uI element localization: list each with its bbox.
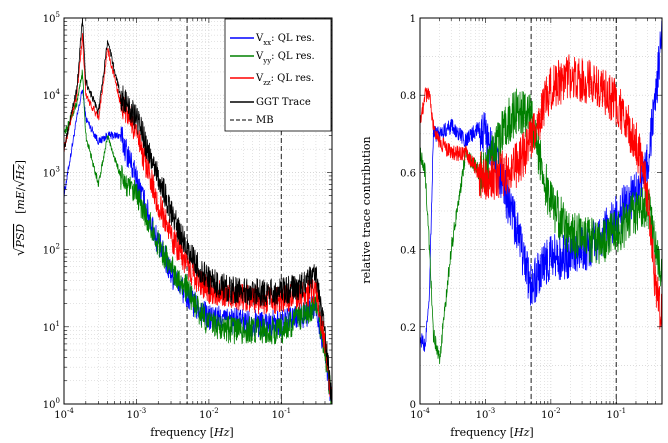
x-tick-base: 10 (199, 410, 212, 421)
y-tick-base: 10 (43, 14, 56, 25)
legend-box (224, 18, 332, 132)
y-tick-exp: 3 (56, 165, 60, 173)
series-line-0 (419, 20, 663, 352)
right-y-axis-label: relative trace contribution (360, 136, 373, 283)
left-x-tick-labels: 10-4 10-3 10-2 10-1 (54, 407, 291, 421)
x-tick-label: 10-1 (606, 407, 626, 421)
y-tick-exp: 2 (56, 243, 60, 251)
x-tick-base: 10 (272, 410, 285, 421)
right-x-tick-labels: 10-4 10-3 10-2 10-1 (410, 407, 626, 421)
legend-entry-ggt-trace: GGT Trace (230, 97, 311, 108)
left-x-axis-label: frequency [Hz] (150, 426, 233, 439)
x-tick-exp: -2 (212, 407, 219, 415)
series-line-1 (419, 88, 663, 365)
y-tick-label: 103 (43, 165, 60, 179)
series-line-2 (419, 54, 663, 330)
y-tick-label: 0.2 (400, 323, 416, 334)
y-tick-label: 101 (43, 320, 60, 334)
x-tick-base: 10 (54, 410, 67, 421)
y-tick-label: 0 (410, 400, 416, 411)
x-tick-label: 10-3 (127, 407, 147, 421)
x-tick-base: 10 (127, 410, 140, 421)
x-tick-label: 10-2 (541, 407, 561, 421)
x-tick-exp: -4 (423, 407, 430, 415)
x-tick-label: 10-1 (272, 407, 292, 421)
svg-text:√PSD[mE/√Hz]: √PSD[mE/√Hz] (13, 160, 28, 256)
legend-entry-vzz: Vzz: QL res. (230, 73, 314, 87)
svg-text:GGT Trace: GGT Trace (256, 97, 311, 108)
y-tick-base: 10 (43, 91, 56, 102)
right-chart: 10-4 10-3 10-2 10-1 00.20.40.60.81 frequenc… (360, 14, 663, 439)
right-y-tick-labels: 0 0.2 0.4 0.6 0.8 1 (400, 14, 416, 411)
x-tick-exp: -3 (139, 407, 146, 415)
x-tick-base: 10 (541, 410, 554, 421)
left-plot-frame (63, 17, 333, 405)
y-tick-exp: 5 (56, 11, 60, 19)
y-tick-base: 10 (43, 246, 56, 257)
y-tick-label: 0.6 (400, 168, 416, 179)
y-tick-base: 10 (43, 323, 56, 334)
y-tick-exp: 4 (56, 88, 61, 96)
x-tick-label: 10-3 (476, 407, 496, 421)
x-tick-label: 10-2 (199, 407, 219, 421)
y-tick-label: 0.4 (400, 246, 416, 257)
x-tick-exp: -1 (284, 407, 291, 415)
y-tick-label: 104 (43, 88, 61, 102)
legend-entry-vxx: Vxx: QL res. (230, 33, 315, 47)
y-tick-label: 102 (43, 243, 60, 257)
y-tick-label: 1 (410, 14, 416, 25)
y-tick-exp: 1 (56, 320, 60, 328)
right-x-axis-label: frequency [Hz] (450, 426, 533, 439)
y-tick-exp: 0 (56, 397, 60, 405)
x-tick-label: 10-4 (54, 407, 74, 421)
y-tick-label: 0.8 (400, 91, 416, 102)
x-tick-base: 10 (606, 410, 619, 421)
series-line-0 (63, 89, 333, 405)
svg-text:Vzz: QL res.: Vzz: QL res. (255, 73, 314, 87)
x-tick-exp: -4 (67, 407, 74, 415)
y-tick-base: 10 (43, 400, 56, 411)
x-tick-base: 10 (476, 410, 489, 421)
x-tick-exp: -2 (554, 407, 561, 415)
legend: Vxx: QL res. Vyy: QL res. Vzz: QL res. G… (224, 18, 332, 132)
series-line-3 (63, 17, 333, 402)
y-tick-base: 10 (43, 168, 56, 179)
x-tick-label: 10-4 (410, 407, 430, 421)
x-tick-base: 10 (410, 410, 423, 421)
svg-text:MB: MB (256, 115, 274, 126)
svg-text:Vxx: QL res.: Vxx: QL res. (255, 33, 315, 47)
series-line-1 (63, 69, 333, 405)
right-ticks (419, 17, 663, 405)
y-tick-label: 100 (43, 397, 60, 411)
y-tick-label: 105 (43, 11, 60, 25)
left-series (63, 17, 333, 405)
legend-entry-mb: MB (230, 115, 274, 126)
svg-text:Vyy: QL res.: Vyy: QL res. (255, 51, 315, 65)
right-series (419, 20, 663, 365)
x-tick-exp: -3 (488, 407, 495, 415)
x-tick-exp: -1 (619, 407, 626, 415)
left-y-axis-label: √PSD[mE/√Hz] (13, 160, 28, 256)
legend-entry-vyy: Vyy: QL res. (230, 51, 315, 65)
